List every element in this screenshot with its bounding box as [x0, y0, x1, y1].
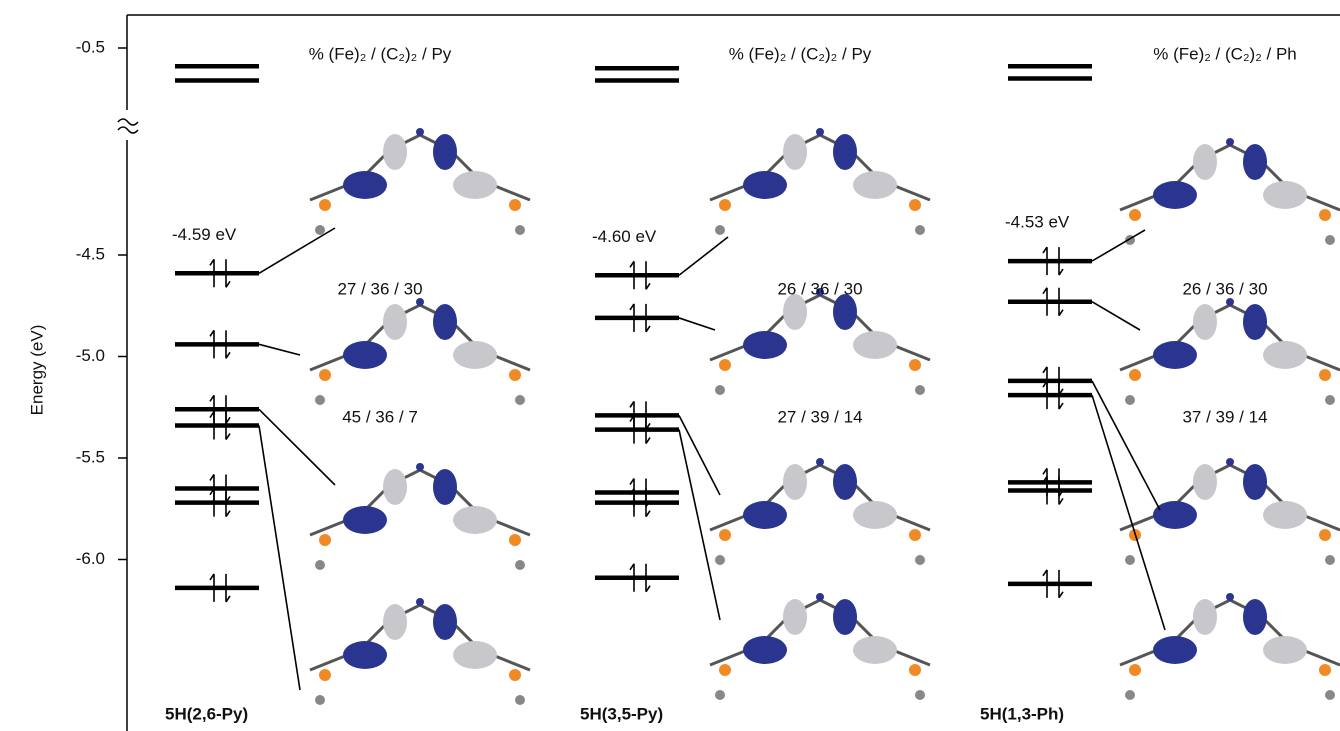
- composition: 26 / 36 / 30: [1182, 279, 1267, 298]
- y-tick-label: -5.5: [76, 447, 105, 466]
- connector: [679, 430, 720, 620]
- panel-name: 5H(3,5-Py): [580, 704, 663, 723]
- panel-header: % (Fe)₂ / (C₂)₂ / Ph: [1153, 44, 1297, 63]
- y-tick-label: -0.5: [76, 37, 105, 56]
- composition: 26 / 36 / 30: [777, 279, 862, 298]
- panel-header: % (Fe)₂ / (C₂)₂ / Py: [309, 44, 452, 63]
- y-tick-label: -6.0: [76, 549, 105, 568]
- y-axis-title: Energy (eV): [27, 325, 46, 416]
- panel-name: 5H(1,3-Ph): [980, 704, 1064, 723]
- homo-label: -4.60 eV: [592, 227, 657, 246]
- composition: 37 / 39 / 14: [1182, 407, 1267, 426]
- connector: [259, 426, 300, 690]
- composition: 27 / 36 / 30: [337, 279, 422, 298]
- connector: [259, 344, 300, 355]
- connector: [259, 409, 335, 485]
- homo-label: -4.53 eV: [1005, 213, 1070, 232]
- connector: [259, 228, 335, 273]
- homo-label: -4.59 eV: [172, 225, 237, 244]
- y-tick-label: -5.0: [76, 346, 105, 365]
- panel-header: % (Fe)₂ / (C₂)₂ / Py: [729, 44, 872, 63]
- connector: [1092, 302, 1140, 330]
- figure: Energy (eV) -0.5 -4.5 -5.0 -5.5 -6.0 % (Fe)₂ …: [0, 0, 1340, 731]
- composition: 27 / 39 / 14: [777, 407, 862, 426]
- connector: [679, 318, 715, 330]
- y-tick-label: -4.5: [76, 244, 105, 263]
- frame: [118, 15, 1340, 731]
- connector: [679, 237, 728, 275]
- composition: 45 / 36 / 7: [342, 407, 418, 426]
- panel-name: 5H(2,6-Py): [165, 704, 248, 723]
- connector: [1092, 230, 1145, 261]
